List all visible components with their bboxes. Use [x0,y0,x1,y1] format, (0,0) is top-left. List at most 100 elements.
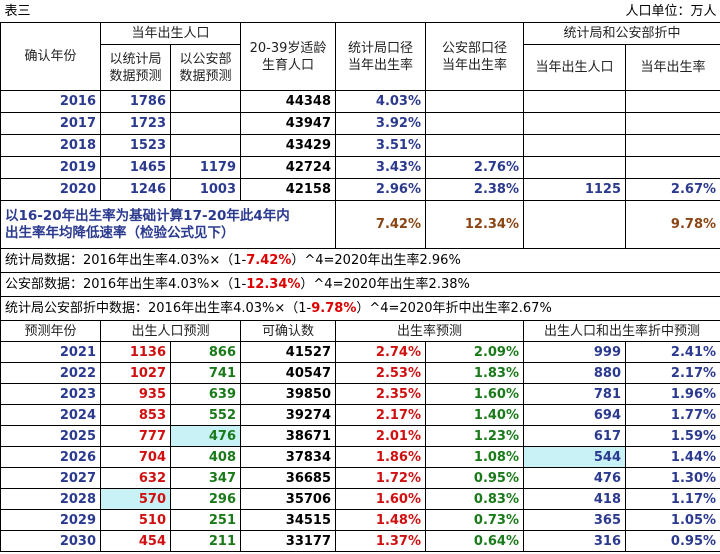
table-cell: 251 [170,509,242,531]
table-cell: 0.95% [625,530,720,552]
table-cell: 1125 [523,178,627,201]
table-cell: 7.42% [335,200,427,249]
table-cell: 人口单位：万人 [625,3,717,19]
table-row: 确认年份 当年出生人口 20-39岁适龄 生育人口 统计局口径 当年出生率 公安部口径 … [0,22,720,91]
table-cell: 出生人口和出生率折中预测 [523,320,720,342]
table-cell: 2.74% [335,341,427,363]
table-cell: 36685 [240,467,337,489]
table-cell: 出生人口预测 [99,320,242,342]
table-row: 2016 1786 44348 4.03% [0,90,720,113]
table-cell: 347 [170,467,242,489]
table-cell: 确认年份 [0,22,101,91]
table-cell: 1.59% [625,425,720,447]
table-cell: 1465 [99,156,172,179]
table-cell: 1.37% [335,530,427,552]
table-cell: 12.34% [425,200,525,249]
table-row: 表三 人口单位：万人 [1,0,720,23]
table-cell: 211 [170,530,242,552]
table-cell [523,90,627,113]
table-cell: 3.51% [335,134,427,157]
table-cell: 408 [170,446,242,468]
table-cell: 37834 [240,446,337,468]
table-cell: 当年出生率 [625,44,720,91]
table-cell: 1.44% [625,446,720,468]
table-cell: 2027 [0,467,101,489]
table-cell [523,156,627,179]
table-cell: 41527 [240,341,337,363]
table-row: 预测年份 出生人口预测 可确认数 出生率预测 出生人口和出生率折中预测 [0,320,720,342]
table-cell: 1.60% [335,488,427,510]
table-cell: 0.64% [425,530,525,552]
table-cell: 1723 [99,112,172,135]
table-cell: 2.76% [425,156,525,179]
table-cell: 1.60% [425,383,525,405]
table-cell: 1136 [99,341,172,363]
table-cell: 1179 [170,156,242,179]
table-cell: 2.38% [425,178,525,201]
table-cell: 1.83% [425,362,525,384]
table-row: 2028 570 296 35706 1.60% 0.83% 418 1.17% [0,488,720,510]
table-row: 以16-20年出生率为基础计算17-20年此4年内 出生率年均降低速率（检验公式… [0,200,720,249]
table-cell [625,156,720,179]
table-cell: 3.92% [335,112,427,135]
table-cell: 44348 [240,90,337,113]
table-cell [170,90,242,113]
table-cell: 777 [99,425,172,447]
table-cell [170,134,242,157]
table-cell [425,134,525,157]
table-row: 2017 1723 43947 3.92% [0,112,720,135]
table-cell: 694 [523,404,627,426]
table-cell: 999 [523,341,627,363]
table-cell: 统计局口径 当年出生率 [335,22,427,91]
table-row: 以统计局 数据预测 以公安部 数据预测 当年出生人口 当年出生率 [1,44,720,91]
table-cell: 1.23% [425,425,525,447]
table-cell: 2.09% [425,341,525,363]
table-row: 2021 1136 866 41527 2.74% 2.09% 999 2.41% [0,341,720,363]
table-row: 2023 935 639 39850 2.35% 1.60% 781 1.96% [0,383,720,405]
table-cell: 2.35% [335,383,427,405]
table-cell: 9.78% [625,200,720,249]
table-cell: 704 [99,446,172,468]
table-cell: 2018 [0,134,101,157]
table-cell: 以16-20年出生率为基础计算17-20年此4年内 出生率年均降低速率（检验公式… [0,200,337,249]
table-cell [625,112,720,135]
table-cell: 296 [170,488,242,510]
table-cell: 1.08% [425,446,525,468]
table-row: 2020 1246 1003 42158 2.96% 2.38% 1125 2.67% [0,178,720,201]
table-cell: 2029 [0,509,101,531]
table-cell: 42724 [240,156,337,179]
table-cell [170,112,242,135]
table-cell: 2.67% [625,178,720,201]
table-cell: 781 [523,383,627,405]
table-cell: 33177 [240,530,337,552]
table-cell: 418 [523,488,627,510]
table-cell: 公安部数据：2016年出生率4.03%×（1-12.34%）^4=2020年出生… [0,272,720,297]
table-cell: 43947 [240,112,337,135]
table-cell: 38671 [240,425,337,447]
table-cell: 1.72% [335,467,427,489]
table-cell: 570 [99,488,172,510]
table-cell: 2.17% [335,404,427,426]
table-row: 2024 853 552 39274 2.17% 1.40% 694 1.77% [0,404,720,426]
table-cell: 2019 [0,156,101,179]
table-cell [425,112,525,135]
table-cell: 1.40% [425,404,525,426]
table-row: 公安部数据：2016年出生率4.03%×（1-12.34%）^4=2020年出生… [0,272,720,297]
table-cell: 1027 [99,362,172,384]
table-cell: 476 [523,467,627,489]
table-cell: 可确认数 [240,320,337,342]
table-cell: 1.77% [625,404,720,426]
table-cell: 统计局数据：2016年出生率4.03%×（1-7.42%）^4=2020年出生率… [0,248,720,273]
table-cell: 42158 [240,178,337,201]
table-cell: 316 [523,530,627,552]
table-cell: 2030 [0,530,101,552]
table-cell: 1786 [99,90,172,113]
table-cell: 2.96% [335,178,427,201]
text: ）^4=2020年折中出生率2.67% [356,301,552,316]
table-cell: 39850 [240,383,337,405]
table-cell: 639 [170,383,242,405]
table-cell: 2025 [0,425,101,447]
table-cell: 2016 [0,90,101,113]
table-cell: 935 [99,383,172,405]
